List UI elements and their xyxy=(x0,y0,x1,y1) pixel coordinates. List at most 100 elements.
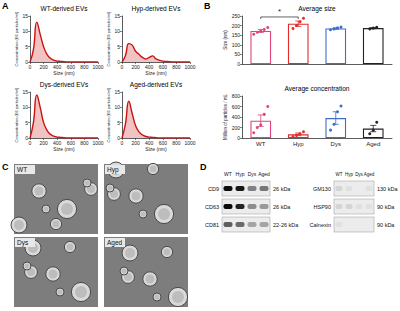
svg-text:Dys: Dys xyxy=(17,239,29,247)
svg-text:Dys-derived EVs: Dys-derived EVs xyxy=(40,81,89,89)
svg-text:15: 15 xyxy=(22,13,28,19)
svg-text:1000: 1000 xyxy=(92,64,103,70)
svg-text:10: 10 xyxy=(22,104,28,110)
svg-text:WT: WT xyxy=(17,166,27,173)
svg-text:5: 5 xyxy=(117,120,120,126)
svg-text:600: 600 xyxy=(159,64,168,70)
svg-text:A: A xyxy=(2,1,9,11)
svg-text:5: 5 xyxy=(25,120,28,126)
svg-text:400: 400 xyxy=(53,64,62,70)
svg-text:1000: 1000 xyxy=(92,140,103,146)
svg-text:0: 0 xyxy=(25,135,28,141)
svg-text:600: 600 xyxy=(159,140,168,146)
svg-text:0: 0 xyxy=(29,64,32,70)
svg-text:Size (nm): Size (nm) xyxy=(223,30,228,50)
svg-text:Dys: Dys xyxy=(331,141,341,147)
svg-text:800: 800 xyxy=(172,140,181,146)
svg-text:150: 150 xyxy=(232,32,241,38)
svg-text:400: 400 xyxy=(53,140,62,146)
svg-text:10: 10 xyxy=(114,104,120,110)
svg-text:0: 0 xyxy=(117,59,120,65)
svg-text:0: 0 xyxy=(237,61,240,67)
svg-text:400: 400 xyxy=(145,64,154,70)
svg-text:600: 600 xyxy=(67,140,76,146)
svg-text:Hyp: Hyp xyxy=(236,171,245,177)
svg-text:400: 400 xyxy=(232,114,241,120)
svg-text:Aged: Aged xyxy=(107,239,123,247)
svg-text:CD9: CD9 xyxy=(208,186,219,192)
svg-text:Aged: Aged xyxy=(364,172,375,177)
svg-text:HSP90: HSP90 xyxy=(314,204,331,210)
svg-text:0: 0 xyxy=(29,140,32,146)
svg-text:Size (nm): Size (nm) xyxy=(53,146,75,152)
svg-text:5: 5 xyxy=(117,44,120,50)
svg-text:C: C xyxy=(2,162,9,172)
svg-text:200: 200 xyxy=(131,140,140,146)
svg-text:22-26 kDa: 22-26 kDa xyxy=(273,222,299,228)
svg-text:15: 15 xyxy=(22,89,28,95)
svg-text:WT: WT xyxy=(336,172,343,177)
svg-text:26 kDa: 26 kDa xyxy=(273,186,291,192)
svg-text:Hyp: Hyp xyxy=(107,166,119,174)
svg-text:Hyp: Hyp xyxy=(293,141,304,147)
svg-text:800: 800 xyxy=(232,93,241,99)
svg-text:Concentration (E6 particles/ml: Concentration (E6 particles/ml) xyxy=(14,87,19,143)
svg-text:90 kDa: 90 kDa xyxy=(377,204,395,210)
svg-text:GM130: GM130 xyxy=(313,186,331,192)
svg-text:100: 100 xyxy=(232,42,241,48)
svg-text:800: 800 xyxy=(172,64,181,70)
svg-text:Million of particles / mL: Million of particles / mL xyxy=(223,94,228,140)
svg-text:90 kDa: 90 kDa xyxy=(377,222,395,228)
svg-text:200: 200 xyxy=(232,23,241,29)
svg-text:0: 0 xyxy=(237,135,240,141)
svg-text:250: 250 xyxy=(232,13,241,19)
svg-text:Calnexin: Calnexin xyxy=(310,222,331,228)
svg-text:600: 600 xyxy=(67,64,76,70)
svg-text:WT: WT xyxy=(256,141,266,147)
svg-text:Dys: Dys xyxy=(355,172,363,177)
svg-text:400: 400 xyxy=(145,140,154,146)
svg-text:10: 10 xyxy=(114,28,120,34)
svg-text:15: 15 xyxy=(114,89,120,95)
svg-text:Concentration (E6 particles/ml: Concentration (E6 particles/ml) xyxy=(14,11,19,67)
svg-text:Hyp: Hyp xyxy=(345,172,353,177)
svg-text:Size (nm): Size (nm) xyxy=(145,146,167,152)
svg-text:Aged: Aged xyxy=(366,141,380,147)
svg-text:1000: 1000 xyxy=(184,140,195,146)
svg-text:Aged-derived EVs: Aged-derived EVs xyxy=(130,81,183,89)
svg-text:Hyp-derived EVs: Hyp-derived EVs xyxy=(132,5,182,13)
svg-text:Average size: Average size xyxy=(298,5,336,13)
svg-text:800: 800 xyxy=(80,140,89,146)
svg-text:800: 800 xyxy=(80,64,89,70)
svg-text:Aged: Aged xyxy=(258,171,270,177)
svg-text:200: 200 xyxy=(39,64,48,70)
svg-text:B: B xyxy=(204,1,211,11)
svg-text:1000: 1000 xyxy=(184,64,195,70)
svg-text:Dys: Dys xyxy=(248,171,257,177)
svg-text:CD81: CD81 xyxy=(205,222,219,228)
svg-text:WT: WT xyxy=(224,171,232,177)
svg-text:130 kDa: 130 kDa xyxy=(377,186,398,192)
svg-text:10: 10 xyxy=(22,28,28,34)
svg-text:50: 50 xyxy=(234,51,240,57)
svg-text:0: 0 xyxy=(121,64,124,70)
svg-text:200: 200 xyxy=(131,64,140,70)
svg-text:5: 5 xyxy=(25,44,28,50)
svg-text:Concentration (E6 particles/ml: Concentration (E6 particles/ml) xyxy=(106,11,111,67)
svg-text:200: 200 xyxy=(39,140,48,146)
svg-text:0: 0 xyxy=(117,135,120,141)
svg-text:200: 200 xyxy=(232,125,241,131)
svg-text:0: 0 xyxy=(25,59,28,65)
svg-text:*: * xyxy=(278,7,281,16)
svg-text:Size (nm): Size (nm) xyxy=(145,70,167,76)
svg-text:WT-derived EVs: WT-derived EVs xyxy=(41,5,89,12)
svg-text:Average concentration: Average concentration xyxy=(285,85,350,93)
svg-text:0: 0 xyxy=(121,140,124,146)
svg-text:600: 600 xyxy=(232,104,241,110)
svg-text:15: 15 xyxy=(114,13,120,19)
svg-text:26 kDa: 26 kDa xyxy=(273,204,291,210)
svg-text:Size (nm): Size (nm) xyxy=(53,70,75,76)
svg-text:CD63: CD63 xyxy=(205,204,219,210)
svg-text:Concentration (E6 particles/ml: Concentration (E6 particles/ml) xyxy=(106,87,111,143)
svg-text:D: D xyxy=(200,162,207,172)
